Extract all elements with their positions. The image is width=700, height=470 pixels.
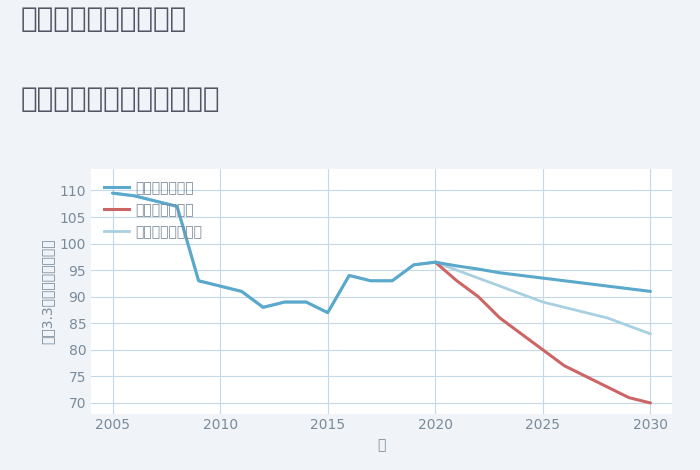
グッドシナリオ (237, 289, 246, 294)
グッドシナリオ (603, 283, 612, 289)
ノーマルシナリオ (130, 193, 138, 199)
Text: 中古マンションの価格推移: 中古マンションの価格推移 (21, 85, 221, 113)
バッドシナリオ (539, 347, 547, 352)
ノーマルシナリオ (151, 198, 160, 204)
バッドシナリオ (646, 400, 654, 406)
Line: グッドシナリオ: グッドシナリオ (113, 193, 650, 313)
バッドシナリオ (474, 294, 482, 299)
Legend: グッドシナリオ, バッドシナリオ, ノーマルシナリオ: グッドシナリオ, バッドシナリオ, ノーマルシナリオ (98, 176, 208, 244)
ノーマルシナリオ (388, 278, 396, 283)
グッドシナリオ (216, 283, 224, 289)
グッドシナリオ (195, 278, 203, 283)
バッドシナリオ (625, 395, 634, 400)
Line: バッドシナリオ: バッドシナリオ (435, 262, 650, 403)
バッドシナリオ (431, 259, 440, 265)
グッドシナリオ (281, 299, 289, 305)
バッドシナリオ (603, 384, 612, 390)
グッドシナリオ (496, 270, 504, 275)
ノーマルシナリオ (302, 299, 310, 305)
ノーマルシナリオ (108, 190, 117, 196)
グッドシナリオ (345, 273, 354, 278)
ノーマルシナリオ (195, 278, 203, 283)
ノーマルシナリオ (582, 310, 590, 315)
グッドシナリオ (453, 263, 461, 269)
グッドシナリオ (108, 190, 117, 196)
ノーマルシナリオ (216, 283, 224, 289)
グッドシナリオ (302, 299, 310, 305)
ノーマルシナリオ (259, 305, 267, 310)
グッドシナリオ (367, 278, 375, 283)
グッドシナリオ (539, 275, 547, 281)
ノーマルシナリオ (173, 204, 181, 209)
グッドシナリオ (560, 278, 568, 283)
グッドシナリオ (517, 273, 526, 278)
バッドシナリオ (582, 374, 590, 379)
グッドシナリオ (410, 262, 418, 267)
ノーマルシナリオ (539, 299, 547, 305)
ノーマルシナリオ (345, 273, 354, 278)
Line: ノーマルシナリオ: ノーマルシナリオ (113, 193, 650, 334)
グッドシナリオ (646, 289, 654, 294)
ノーマルシナリオ (560, 305, 568, 310)
ノーマルシナリオ (646, 331, 654, 337)
グッドシナリオ (388, 278, 396, 283)
ノーマルシナリオ (453, 267, 461, 273)
ノーマルシナリオ (625, 323, 634, 329)
グッドシナリオ (474, 266, 482, 272)
グッドシナリオ (130, 193, 138, 199)
ノーマルシナリオ (517, 291, 526, 297)
Y-axis label: 坪（3.3㎡）単価（万円）: 坪（3.3㎡）単価（万円） (40, 239, 54, 344)
グッドシナリオ (582, 281, 590, 286)
グッドシナリオ (431, 259, 440, 265)
グッドシナリオ (173, 204, 181, 209)
ノーマルシナリオ (237, 289, 246, 294)
ノーマルシナリオ (603, 315, 612, 321)
グッドシナリオ (625, 286, 634, 291)
ノーマルシナリオ (410, 262, 418, 267)
バッドシナリオ (453, 278, 461, 283)
ノーマルシナリオ (367, 278, 375, 283)
バッドシナリオ (496, 315, 504, 321)
バッドシナリオ (517, 331, 526, 337)
ノーマルシナリオ (281, 299, 289, 305)
ノーマルシナリオ (474, 275, 482, 281)
グッドシナリオ (259, 305, 267, 310)
ノーマルシナリオ (496, 283, 504, 289)
グッドシナリオ (323, 310, 332, 315)
ノーマルシナリオ (323, 310, 332, 315)
ノーマルシナリオ (431, 259, 440, 265)
X-axis label: 年: 年 (377, 438, 386, 452)
バッドシナリオ (560, 363, 568, 368)
グッドシナリオ (151, 198, 160, 204)
Text: 奈良県橿原市膳夫町の: 奈良県橿原市膳夫町の (21, 5, 188, 33)
